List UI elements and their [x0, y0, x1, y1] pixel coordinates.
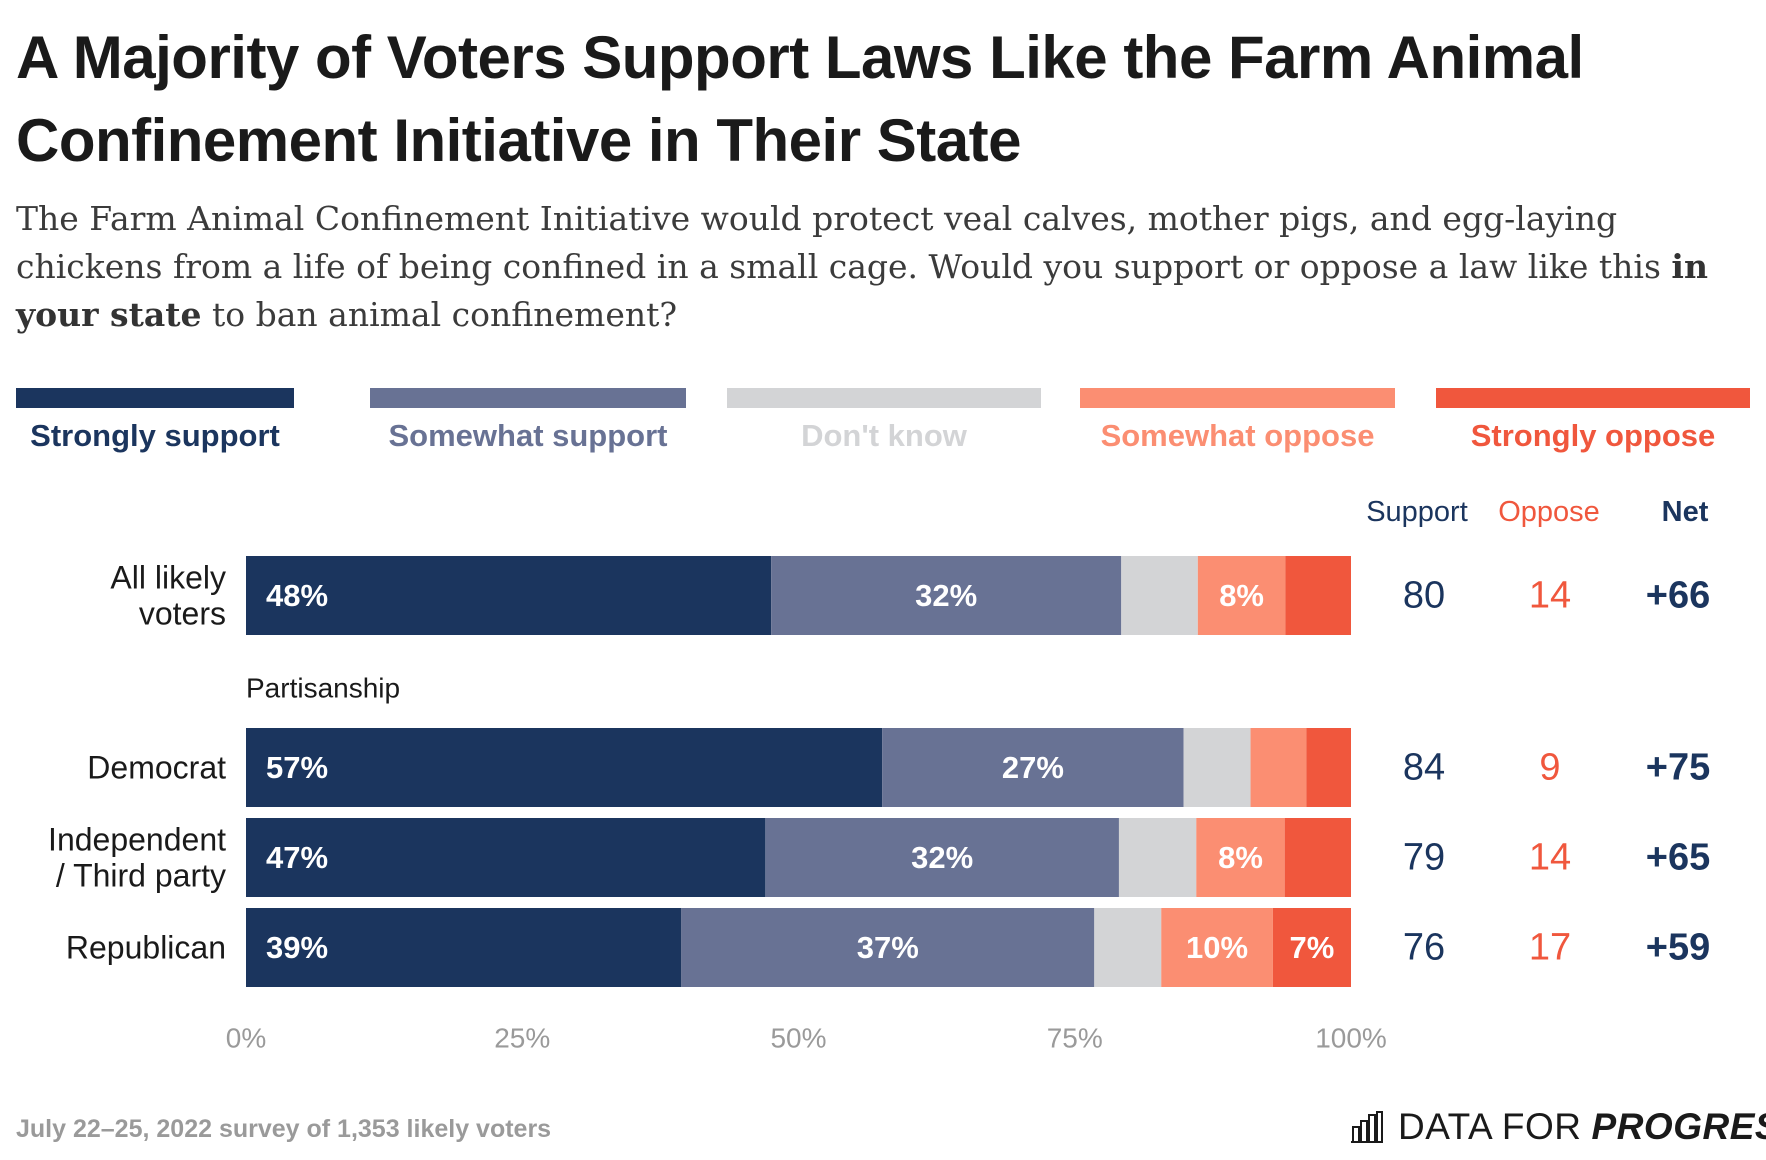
bar-data-label: 37% — [857, 930, 919, 965]
bar-segment-strongly-support — [246, 556, 772, 635]
legend-item-strongly-oppose: Strongly oppose — [1436, 388, 1750, 458]
chart-subtitle: The Farm Animal Confinement Initiative w… — [16, 195, 1756, 339]
x-tick-label: 25% — [494, 1023, 550, 1054]
bar-segment-strongly-support — [246, 818, 766, 897]
x-tick-label: 75% — [1047, 1023, 1103, 1054]
bar-data-label: 8% — [1219, 578, 1264, 613]
net-value: +59 — [1646, 927, 1710, 969]
bar-segment-somewhat-support — [765, 818, 1119, 897]
legend-swatch — [370, 388, 686, 408]
legend-label: Don't know — [801, 418, 967, 453]
legend-label: Strongly oppose — [1470, 418, 1716, 453]
net-value: +65 — [1646, 837, 1710, 879]
support-value: 80 — [1403, 575, 1445, 617]
bar-segment-strongly-oppose — [1306, 728, 1351, 807]
bar-segment-somewhat-oppose — [1196, 818, 1285, 897]
bar-data-label: 39% — [266, 930, 328, 965]
bar-data-label: 10% — [1186, 930, 1248, 965]
net-value: +75 — [1646, 747, 1710, 789]
x-tick-label: 100% — [1315, 1023, 1387, 1054]
column-header-net: Net — [1661, 496, 1709, 528]
category-label: Democrat — [87, 750, 226, 786]
x-tick-label: 0% — [226, 1023, 266, 1054]
bar-segment-strongly-oppose — [1284, 818, 1351, 897]
bar-segment-don-t-know — [1183, 728, 1251, 807]
bar-segment-somewhat-oppose — [1250, 728, 1307, 807]
bar-data-label: 47% — [266, 840, 328, 875]
legend-label: Somewhat oppose — [1100, 418, 1375, 453]
subtitle-bold-text: in your state — [16, 247, 1708, 334]
chart-title: A Majority of Voters Support Laws Like t… — [16, 24, 1584, 174]
net-value: +66 — [1646, 575, 1710, 617]
support-value: 84 — [1403, 747, 1445, 789]
subtitle-text-2: to ban animal confinement? — [201, 295, 678, 334]
subtitle-text-1: The Farm Animal Confinement Initiative w… — [16, 199, 1672, 286]
category-label: Republican — [66, 930, 226, 966]
legend-swatch — [1436, 388, 1750, 408]
legend-item-somewhat-oppose: Somewhat oppose — [1080, 388, 1395, 458]
bar-segment-strongly-support — [246, 908, 682, 987]
oppose-value: 9 — [1539, 747, 1560, 789]
bar-segment-somewhat-support — [771, 556, 1122, 635]
bar-segment-somewhat-oppose — [1197, 556, 1286, 635]
bar-data-label: 27% — [1002, 750, 1064, 785]
support-value: 79 — [1403, 837, 1445, 879]
legend-swatch — [727, 388, 1041, 408]
bar-data-label: 32% — [911, 840, 973, 875]
source-footnote: July 22–25, 2022 survey of 1,353 likely … — [16, 1115, 552, 1143]
legend-swatch — [16, 388, 294, 408]
category-label: Independent / Third party — [48, 822, 226, 894]
bar-segment-don-t-know — [1094, 908, 1162, 987]
bar-segment-somewhat-support — [882, 728, 1184, 807]
oppose-value: 17 — [1529, 927, 1571, 969]
bar-data-label: 57% — [266, 750, 328, 785]
bar-data-label: 48% — [266, 578, 328, 613]
stacked-bar-chart: All likely voters 48% 32% 8% 80 14 +66 Democrat 5… — [48, 556, 1710, 1054]
column-header-support: Support — [1366, 496, 1468, 528]
support-value: 76 — [1403, 927, 1445, 969]
bar-segment-somewhat-support — [681, 908, 1095, 987]
section-label-partisanship: Partisanship — [246, 673, 400, 704]
category-label: All likely voters — [110, 560, 226, 632]
oppose-value: 14 — [1529, 837, 1571, 879]
legend-item-somewhat-support: Somewhat support — [370, 388, 686, 458]
bar-segment-strongly-oppose — [1285, 556, 1351, 635]
bar-data-label: 7% — [1290, 930, 1335, 965]
legend-item-strongly-support: Strongly support — [16, 388, 294, 458]
bar-segment-strongly-support — [246, 728, 883, 807]
brand-logo: DATA FOR PROGRESS — [1350, 1105, 1766, 1149]
legend-label: Somewhat support — [388, 418, 668, 453]
bar-data-label: 32% — [915, 578, 977, 613]
column-header-oppose: Oppose — [1498, 496, 1600, 528]
legend-label: Strongly support — [30, 418, 280, 453]
bar-segment-don-t-know — [1121, 556, 1198, 635]
bar-segment-don-t-know — [1118, 818, 1197, 897]
bar-chart-icon — [1351, 1111, 1383, 1143]
x-tick-label: 50% — [770, 1023, 826, 1054]
brand-text-regular: DATA FOR — [1398, 1106, 1582, 1147]
legend-swatch — [1080, 388, 1395, 408]
oppose-value: 14 — [1529, 575, 1571, 617]
bar-data-label: 8% — [1218, 840, 1263, 875]
bar-segment-somewhat-oppose — [1161, 908, 1273, 987]
legend-item-dont-know: Don't know — [727, 388, 1041, 458]
bar-segment-strongly-oppose — [1272, 908, 1351, 987]
brand-text-bold: PROGRESS — [1591, 1106, 1766, 1147]
